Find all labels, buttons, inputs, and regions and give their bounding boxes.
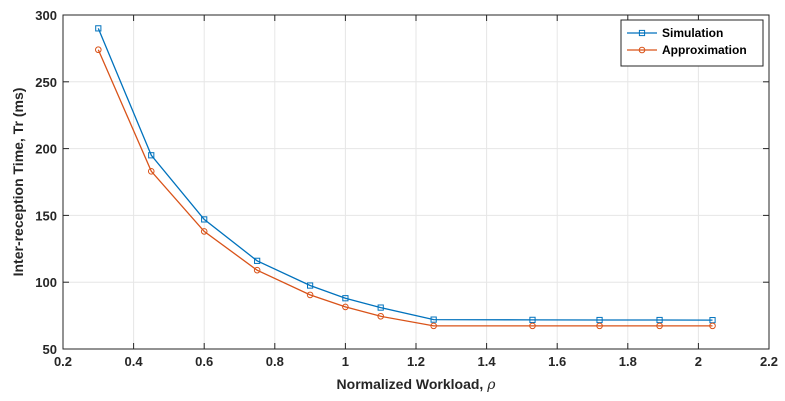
x-tick-label: 1 bbox=[342, 354, 349, 369]
x-tick-label: 2 bbox=[695, 354, 702, 369]
y-tick-label: 250 bbox=[35, 75, 57, 90]
data-point bbox=[307, 282, 314, 289]
legend-label: Simulation bbox=[662, 26, 723, 40]
x-tick-label: 2.2 bbox=[760, 354, 778, 369]
legend-swatch-marker bbox=[638, 46, 646, 54]
y-tick-label: 300 bbox=[35, 8, 57, 23]
y-tick-label: 100 bbox=[35, 275, 57, 290]
x-tick-label: 0.4 bbox=[125, 354, 144, 369]
x-tick-label: 1.2 bbox=[407, 354, 425, 369]
data-point bbox=[253, 266, 261, 274]
legend-box bbox=[620, 19, 764, 67]
series-line bbox=[97, 28, 713, 321]
y-tick-label: 50 bbox=[43, 342, 57, 357]
data-point bbox=[430, 322, 437, 330]
data-point bbox=[529, 316, 536, 323]
data-point bbox=[95, 25, 102, 32]
legend-label: Approximation bbox=[662, 43, 747, 57]
series-simulation bbox=[95, 25, 716, 324]
data-point bbox=[201, 216, 208, 223]
axis-ticks: 0.2 0.4 0.6 0.8 1 1.2 1.4 1.6 1.8 2 2.2 50 100 150 200… bbox=[35, 8, 778, 369]
data-point bbox=[147, 168, 155, 175]
x-tick-label: 0.6 bbox=[195, 354, 213, 369]
data-point bbox=[148, 152, 155, 159]
data-point bbox=[306, 291, 314, 299]
x-axis-label-text: Normalized Workload, bbox=[337, 376, 488, 392]
series-line bbox=[97, 49, 713, 327]
y-axis-label: Inter-reception Time, Tr (ms) bbox=[10, 88, 26, 277]
x-axis-label-symbol: ρ bbox=[486, 377, 496, 393]
data-point bbox=[377, 312, 385, 320]
data-point bbox=[200, 228, 208, 235]
data-point bbox=[254, 257, 261, 264]
y-tick-label: 150 bbox=[35, 208, 57, 223]
series bbox=[95, 25, 716, 330]
data-point bbox=[377, 304, 384, 311]
data-point bbox=[430, 316, 437, 323]
x-tick-label: 1.8 bbox=[619, 354, 637, 369]
data-point bbox=[342, 303, 349, 311]
x-tick-label: 1.6 bbox=[548, 354, 566, 369]
x-tick-label: 1.4 bbox=[478, 354, 497, 369]
data-point bbox=[596, 322, 603, 330]
data-point bbox=[709, 322, 716, 330]
grid bbox=[63, 15, 769, 349]
series-approximation bbox=[95, 46, 716, 330]
x-axis-label: Normalized Workload, ρ bbox=[337, 376, 497, 393]
x-tick-label: 0.2 bbox=[54, 354, 72, 369]
data-point bbox=[95, 46, 102, 54]
data-point bbox=[342, 295, 349, 302]
y-tick-label: 200 bbox=[35, 142, 57, 157]
data-point bbox=[529, 322, 536, 330]
legend-swatch-marker bbox=[638, 29, 646, 37]
x-tick-label: 0.8 bbox=[266, 354, 284, 369]
legend: Simulation Approximation bbox=[620, 19, 764, 67]
data-point bbox=[656, 322, 663, 330]
